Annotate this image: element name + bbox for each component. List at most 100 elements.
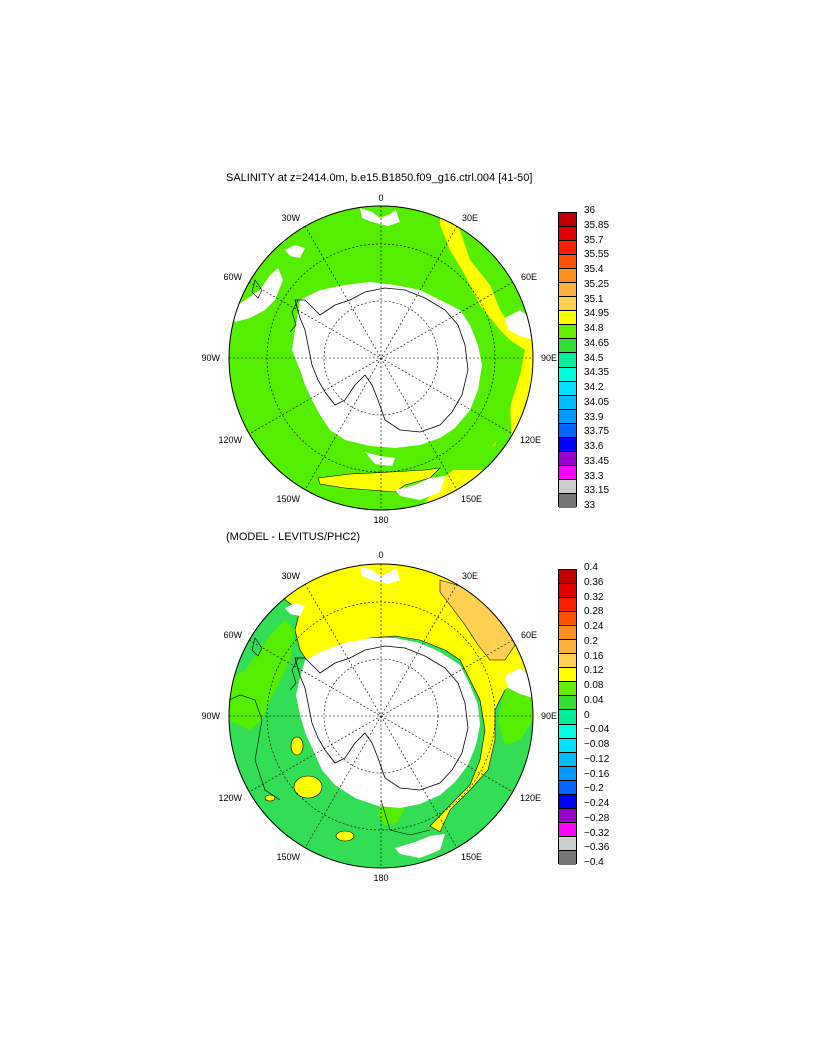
- lon-label-0: 0: [378, 193, 383, 203]
- colorbar-tick-label: 34.8: [584, 323, 604, 334]
- colorbar-swatch: [559, 339, 576, 354]
- colorbar-tick-label: 36: [584, 205, 596, 216]
- colorbar-swatch: [559, 654, 576, 669]
- colorbar-tick-label: 0.24: [584, 621, 604, 632]
- colorbar-swatch: [559, 325, 576, 340]
- antarctic-shelf: [292, 282, 482, 448]
- colorbar-swatch: [559, 409, 576, 424]
- anomaly-blob: [290, 736, 304, 756]
- anomaly-blob: [293, 775, 323, 799]
- salinity-map: 0 30E 60E 90E 120E 150E 180 150W 120W 90…: [201, 193, 557, 525]
- colorbar-swatch: [559, 696, 576, 711]
- panel1-title: SALINITY at z=2414.0m, b.e15.B1850.f09_g…: [226, 172, 533, 184]
- colorbar-swatch: [559, 584, 576, 599]
- colorbar-swatch: [559, 353, 576, 368]
- colorbar-tick-label: 33: [584, 500, 596, 511]
- antarctica-coastline: [294, 645, 469, 791]
- colorbar-tick-label: 34.05: [584, 396, 610, 408]
- ocean-field-patch: [450, 395, 512, 470]
- ocean-patch-west: [229, 620, 295, 730]
- colorbar-tick-label: −0.04: [584, 724, 610, 736]
- colorbar-swatch: [559, 822, 576, 837]
- anomaly-blob: [335, 830, 355, 842]
- colorbar-tick-label: 0.36: [584, 576, 604, 588]
- high-salinity-strip: [317, 467, 441, 493]
- colorbar-tick-label: 0: [584, 709, 590, 721]
- lon-label-90e: 90E: [541, 353, 557, 363]
- lon-label-150w: 150W: [276, 852, 300, 862]
- lon-label-30e: 30E: [462, 213, 478, 223]
- colorbar-swatch: [559, 570, 576, 585]
- lon-label-150e: 150E: [461, 852, 482, 862]
- lon-label-30w: 30W: [281, 213, 300, 223]
- colorbar-tick-label: 0.16: [584, 650, 604, 662]
- colorbar-swatch: [559, 395, 576, 410]
- colorbar-tick-label: 35.1: [584, 293, 604, 305]
- colorbar-tick-label: −0.16: [584, 768, 610, 780]
- colorbar-tick-label: 34.2: [584, 382, 604, 393]
- colorbar-tick-label: 35.85: [584, 219, 610, 231]
- contour-line: [228, 694, 281, 801]
- lon-label-180: 180: [373, 873, 388, 883]
- peninsula-coastline: [289, 299, 299, 333]
- colorbar-swatch: [559, 682, 576, 697]
- lon-label-30e: 30E: [462, 571, 478, 581]
- lon-label-120e: 120E: [520, 793, 541, 803]
- map-boundary: [228, 563, 534, 869]
- no-data-patch-s: [365, 452, 395, 466]
- lon-label-180: 180: [373, 515, 388, 525]
- colorbar-swatch: [559, 738, 576, 753]
- no-data-patch-west: [230, 268, 283, 322]
- colorbar-swatch: [559, 465, 576, 480]
- colorbar-swatch: [559, 241, 576, 256]
- colorbar-swatch: [559, 780, 576, 795]
- colorbar-tick-label: −0.08: [584, 739, 610, 750]
- colorbar-tick-label: 33.3: [584, 470, 604, 482]
- lon-label-30w: 30W: [281, 571, 300, 581]
- colorbar-swatch: [559, 381, 576, 396]
- colorbar-tick-label: 0.28: [584, 606, 604, 618]
- colorbar-swatch: [559, 311, 576, 326]
- lon-label-120w: 120W: [218, 435, 242, 445]
- contour-line: [380, 799, 431, 836]
- colorbar-tick-label: 0.04: [584, 694, 604, 706]
- colorbar-tick-label: −0.36: [584, 842, 610, 854]
- lon-label-60w: 60W: [223, 630, 242, 640]
- colorbar-swatch: [559, 213, 576, 228]
- no-data-patch-top: [360, 566, 400, 584]
- lon-label-90w: 90W: [201, 353, 220, 363]
- colorbar-tick-label: 34.5: [584, 352, 604, 364]
- difference-map: 0 30E 60E 90E 120E 150E 180 150W 120W 90…: [201, 550, 557, 883]
- colorbar-tick-label: 35.25: [584, 278, 610, 290]
- lon-label-90e: 90E: [541, 711, 557, 721]
- colorbar-tick-label: 34.65: [584, 337, 610, 349]
- lon-label-0: 0: [378, 550, 383, 560]
- colorbar-swatch: [559, 493, 576, 508]
- colorbar-swatch: [559, 752, 576, 767]
- colorbar-swatches: [558, 569, 577, 865]
- lon-label-60e: 60E: [521, 630, 537, 640]
- colorbar-swatch: [559, 283, 576, 298]
- colorbar-tick-label: −0.4: [584, 857, 604, 868]
- island-coastline: [251, 637, 263, 657]
- lon-label-60w: 60W: [223, 272, 242, 282]
- graticule: [229, 206, 533, 510]
- colorbar-tick-label: 34.95: [584, 308, 610, 320]
- map-boundary: [228, 205, 534, 511]
- antarctic-shelf: [296, 638, 480, 808]
- no-data-patch-east: [505, 668, 533, 698]
- colorbar-tick-label: −0.24: [584, 798, 610, 809]
- colorbar-tick-label: 35.55: [584, 249, 610, 261]
- colorbar-swatch: [559, 850, 576, 865]
- colorbar-swatch: [559, 227, 576, 242]
- colorbar-swatch: [559, 710, 576, 725]
- colorbar-swatch: [559, 836, 576, 851]
- colorbar-swatch: [559, 766, 576, 781]
- lon-label-120w: 120W: [218, 793, 242, 803]
- colorbar-swatch: [559, 612, 576, 627]
- colorbar-tick-label: 0.32: [584, 591, 604, 603]
- lon-label-120e: 120E: [520, 435, 541, 445]
- no-data-patch-nw: [285, 603, 305, 616]
- no-data-patch-east: [505, 310, 533, 340]
